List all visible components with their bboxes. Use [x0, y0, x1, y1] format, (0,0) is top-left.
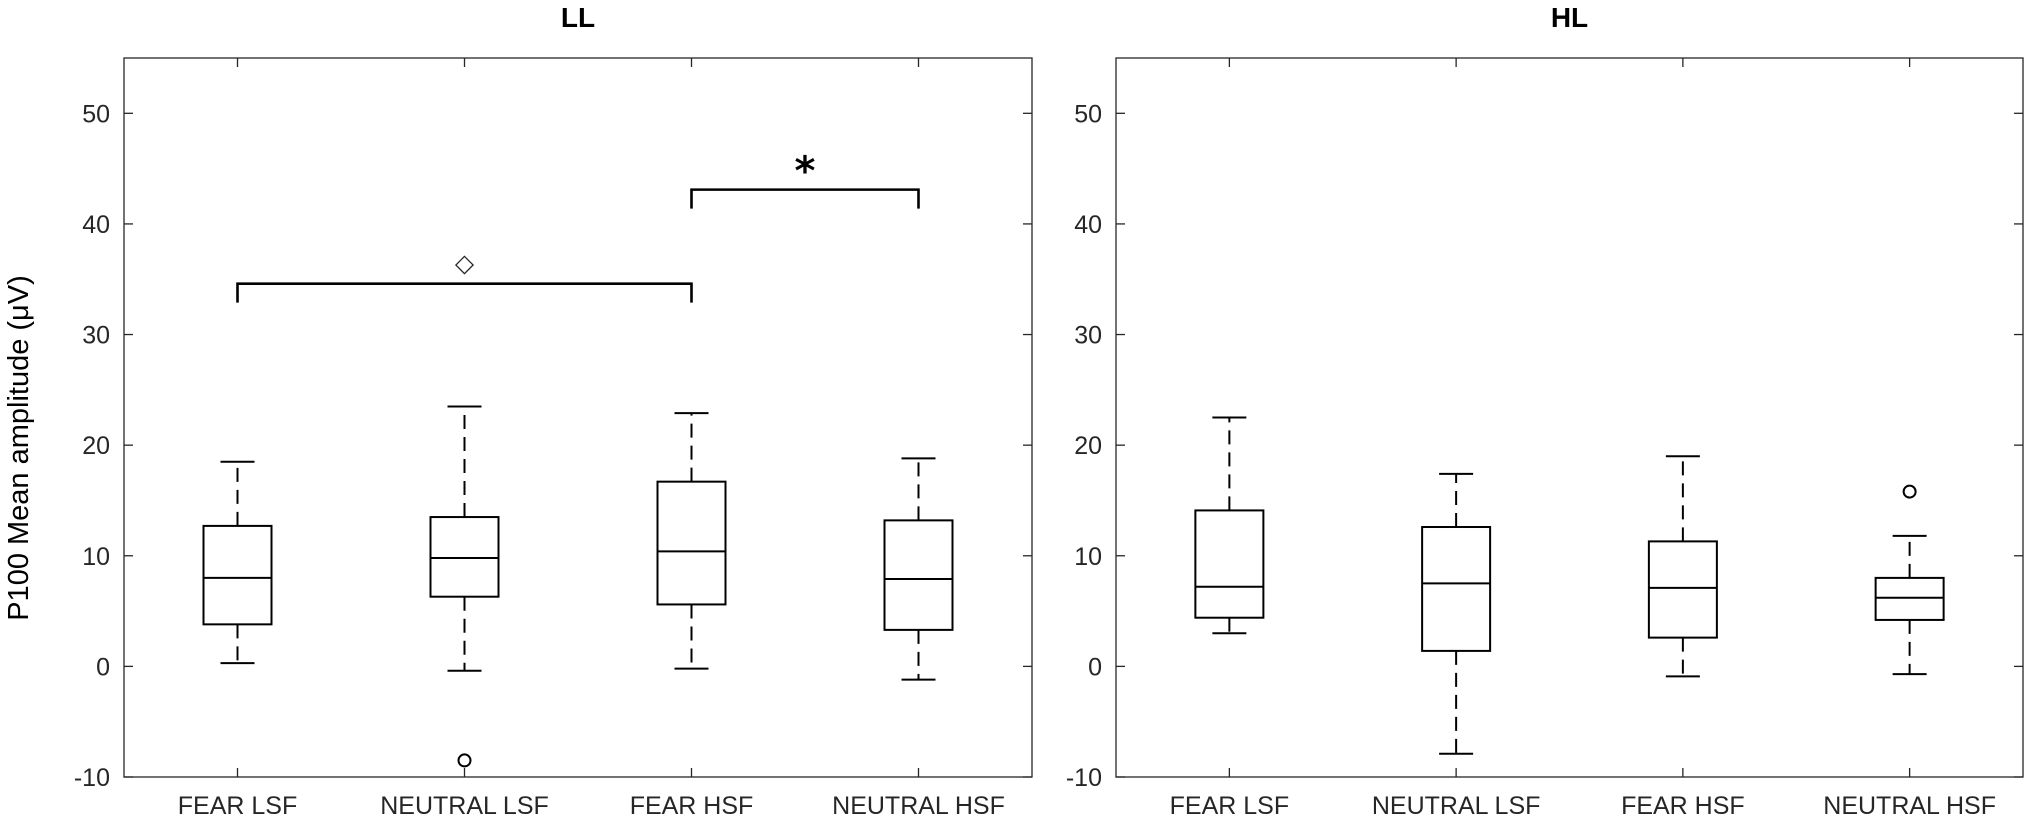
axes-frame — [1115, 57, 2024, 778]
box-iqr — [202, 524, 273, 626]
x-tick-label: NEUTRAL HSF — [832, 792, 1005, 820]
y-tick-label: 40 — [1074, 211, 1102, 239]
x-tick-label: FEAR HSF — [1621, 792, 1745, 820]
axes-frame — [123, 57, 1033, 778]
box-iqr — [1421, 526, 1492, 652]
x-tick-label: FEAR LSF — [178, 792, 297, 820]
box-iqr — [429, 516, 500, 598]
y-tick-label: 50 — [82, 100, 110, 128]
y-tick-label: 0 — [1088, 653, 1102, 681]
x-tick-label: FEAR HSF — [630, 792, 754, 820]
y-axis-label: P100 Mean amplitude (μV) — [3, 275, 35, 621]
y-tick-label: 30 — [1074, 322, 1102, 350]
y-tick-label: 40 — [82, 211, 110, 239]
outlier-marker — [1902, 484, 1917, 499]
x-tick-label: FEAR LSF — [1170, 792, 1289, 820]
y-tick-label: 20 — [1074, 432, 1102, 460]
y-tick-label: 20 — [82, 432, 110, 460]
significance-bracket — [236, 282, 693, 303]
panel-ll: LL -10 0 10 20 30 40 50 FEAR LSF NEUTRAL LSF FEAR … — [74, 2, 1033, 820]
x-tick-label: NEUTRAL LSF — [380, 792, 549, 820]
x-tick-label: NEUTRAL HSF — [1823, 792, 1996, 820]
box-iqr — [1647, 540, 1718, 639]
y-tick-label: 0 — [96, 653, 110, 681]
y-tick-label: 10 — [82, 543, 110, 571]
significance-asterisk: * — [795, 149, 816, 195]
box-iqr — [1874, 576, 1945, 621]
significance-bracket — [690, 188, 920, 209]
y-tick-label: -10 — [1066, 764, 1102, 792]
box-iqr — [656, 480, 727, 606]
y-tick-label: 30 — [82, 322, 110, 350]
panel-title: LL — [561, 2, 595, 33]
significance-diamond: ◇ — [455, 250, 475, 278]
panel-hl: HL -10 0 10 20 30 40 50 FEAR LSF NEUTRAL LSF FEAR … — [1066, 2, 2024, 820]
outlier-marker — [457, 753, 472, 768]
x-tick-label: NEUTRAL LSF — [1372, 792, 1541, 820]
box-iqr — [1194, 509, 1265, 619]
y-tick-label: -10 — [74, 764, 110, 792]
y-tick-label: 50 — [1074, 100, 1102, 128]
y-tick-label: 10 — [1074, 543, 1102, 571]
box-iqr — [883, 519, 954, 631]
panel-title: HL — [1551, 2, 1588, 33]
